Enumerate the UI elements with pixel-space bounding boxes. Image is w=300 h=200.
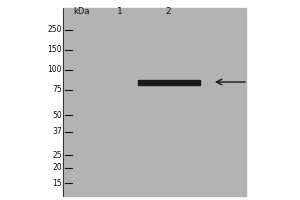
Text: 15: 15 <box>52 178 62 188</box>
Text: 1: 1 <box>117 7 123 17</box>
Text: 25: 25 <box>52 150 62 160</box>
Text: 50: 50 <box>52 110 62 119</box>
Bar <box>138 79 200 84</box>
Text: 20: 20 <box>52 164 62 172</box>
Text: kDa: kDa <box>74 7 90 17</box>
Text: 37: 37 <box>52 128 62 136</box>
Bar <box>63 8 246 196</box>
Text: 250: 250 <box>47 25 62 34</box>
Text: 150: 150 <box>47 46 62 54</box>
Text: 75: 75 <box>52 86 62 95</box>
Text: 2: 2 <box>165 7 171 17</box>
Text: 100: 100 <box>47 66 62 74</box>
